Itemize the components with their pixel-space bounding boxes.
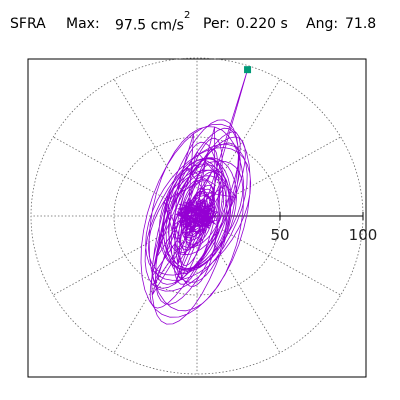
max-marker-group (244, 66, 252, 74)
max-label: Max: (66, 16, 100, 32)
grid-spoke (211, 78, 281, 193)
grid-spoke (221, 229, 341, 296)
radial-axis: 50 100 (197, 212, 377, 244)
angle-label: Ang: (306, 16, 339, 32)
period-value: 0.220 s (236, 16, 288, 32)
station-label: SFRA (10, 16, 46, 32)
grid-spoke (53, 229, 173, 296)
max-marker (244, 66, 252, 74)
max-value: 97.5 cm/s2 (115, 10, 190, 34)
plot-frame (27, 58, 367, 378)
radial-tick-label: 50 (270, 226, 289, 244)
grid-spoke (53, 136, 173, 203)
grid-spoke (221, 136, 341, 203)
grid-spoke (211, 239, 281, 354)
max-value-text: 97.5 cm/s (115, 17, 184, 34)
motion-trace (140, 69, 252, 325)
max-unit-exponent: 2 (183, 10, 191, 21)
period-label: Per: (203, 16, 230, 32)
motion-trace-path (140, 69, 252, 325)
radial-tick-label: 100 (349, 226, 378, 244)
grid-spoke (113, 78, 183, 193)
angle-value: 71.8 (345, 16, 377, 32)
chart-header: SFRA Max: 97.5 cm/s2 Per: 0.220 s Ang: 7… (0, 10, 400, 38)
